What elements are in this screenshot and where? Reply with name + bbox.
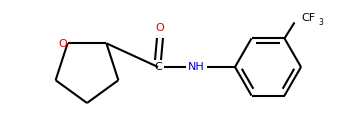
- Text: NH: NH: [188, 62, 204, 72]
- Text: C: C: [154, 62, 162, 72]
- Text: O: O: [156, 23, 164, 33]
- Text: O: O: [58, 39, 67, 49]
- Text: CF: CF: [301, 13, 316, 23]
- Text: 3: 3: [318, 18, 323, 27]
